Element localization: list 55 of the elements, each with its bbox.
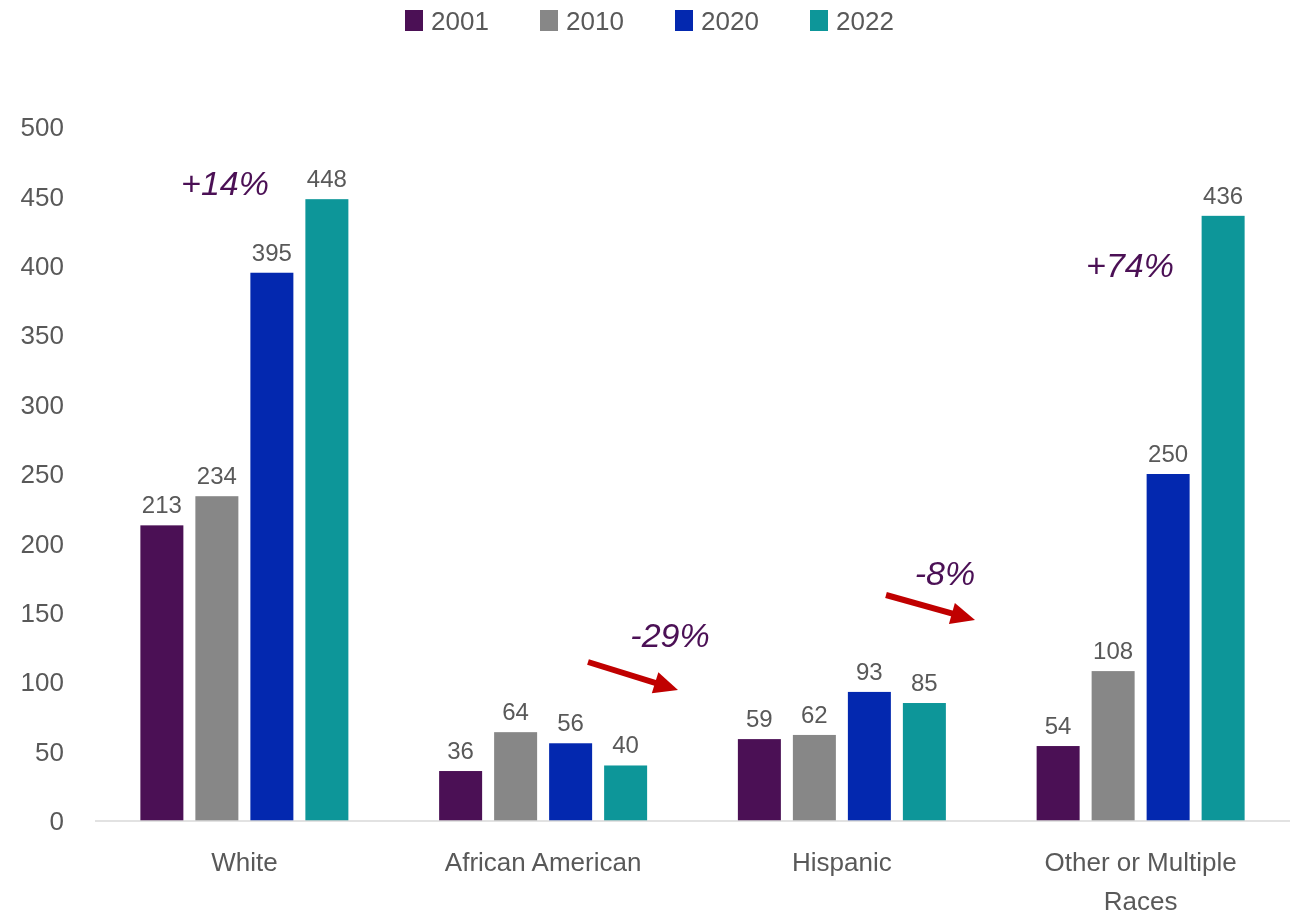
data-label: 395 [251,238,292,266]
bar [1036,746,1080,821]
data-label: 36 [447,737,474,765]
y-tick-label: 250 [20,459,64,490]
bar [902,703,946,821]
data-label: 64 [502,698,529,726]
y-tick-label: 350 [20,320,64,351]
data-label: 234 [196,462,237,490]
data-label: 54 [1044,712,1072,740]
bar [1146,474,1190,821]
bar [737,739,781,821]
legend-label: 2022 [836,6,894,36]
data-label: 62 [801,700,828,728]
bar [305,199,349,821]
data-label: 448 [306,165,347,193]
data-label: 436 [1203,181,1244,209]
bar [195,496,239,821]
y-tick-label: 50 [35,736,64,767]
y-tick-label: 500 [20,112,64,143]
legend-label: 2020 [701,6,759,36]
bar [549,743,593,821]
y-tick-label: 0 [49,806,64,837]
data-label: 93 [856,657,883,685]
y-tick-label: 100 [20,667,64,698]
x-tick-label: Other or Multiple Races [1044,847,1237,914]
annotation: -8% [914,553,976,592]
bar [140,525,184,821]
bar [1091,671,1135,821]
bar [1201,215,1245,821]
bar [792,734,836,821]
bar [439,771,483,821]
legend-label: 2010 [566,6,624,36]
bar [604,765,648,821]
data-label: 40 [612,731,639,759]
y-tick-label: 200 [20,528,64,559]
x-tick-label: Hispanic [792,847,892,877]
legend-label: 2001 [431,6,489,36]
y-tick-label: 300 [20,389,64,420]
data-label: 250 [1148,440,1189,467]
y-tick-label: 150 [20,597,64,628]
x-tick-label: White [211,847,278,877]
data-label: 59 [746,705,773,733]
y-tick-label: 400 [20,250,64,281]
y-tick-label: 450 [20,181,64,212]
bar [250,272,294,821]
x-tick-label: African American [444,847,642,877]
data-label: 85 [911,669,938,697]
bar [494,732,538,821]
annotation: -29% [630,615,710,654]
bar [847,691,891,821]
data-label: 213 [141,491,182,519]
annotation: +74% [1086,245,1174,284]
data-label: 108 [1093,637,1134,665]
annotation: +14% [181,163,269,202]
data-label: 56 [557,709,584,737]
